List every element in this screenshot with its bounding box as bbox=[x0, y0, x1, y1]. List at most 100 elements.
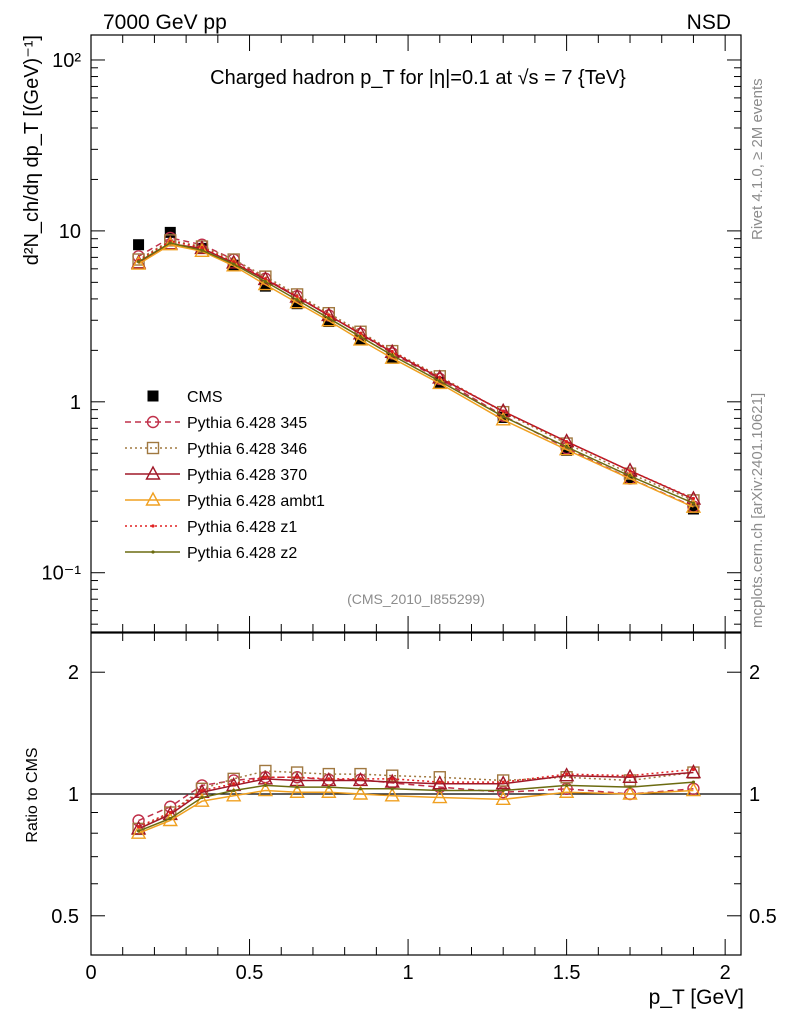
energy-label: 7000 GeV pp bbox=[103, 11, 227, 34]
ratio-data-point bbox=[130, 820, 147, 835]
ratio-data-point bbox=[390, 777, 394, 781]
main-data-point bbox=[291, 298, 303, 310]
legend-label: Pythia 6.428 345 bbox=[187, 415, 307, 432]
ratio-series-line bbox=[138, 781, 694, 832]
ratio-data-point bbox=[438, 780, 442, 784]
main-y-axis-label: d²N_ch/dη dp_T [(GeV)⁻¹] bbox=[21, 35, 43, 265]
legend-entry: Pythia 6.428 370 bbox=[125, 465, 307, 484]
main-data-point bbox=[200, 245, 204, 250]
ratio-data-point bbox=[352, 785, 369, 800]
legend-entry: Pythia 6.428 ambt1 bbox=[125, 491, 325, 510]
ratio-data-point bbox=[289, 783, 305, 798]
ratio-data-point bbox=[691, 767, 696, 772]
main-data-point bbox=[226, 257, 242, 272]
main-data-point bbox=[390, 349, 394, 354]
ratio-data-point bbox=[257, 782, 274, 797]
main-data-point bbox=[136, 260, 141, 264]
ratio-data-point bbox=[501, 780, 505, 784]
ratio-series-4 bbox=[136, 767, 696, 829]
ratio-data-point bbox=[136, 829, 141, 833]
ratio-series-line bbox=[138, 771, 694, 830]
main-data-point bbox=[327, 316, 331, 320]
ratio-series-line bbox=[138, 770, 694, 830]
ratio-data-point bbox=[168, 816, 172, 821]
main-y-tick-label: 1 bbox=[70, 392, 81, 414]
ratio-y-tick-label-right: 0.5 bbox=[749, 906, 777, 928]
process-label: NSD bbox=[687, 11, 731, 34]
ratio-y-tick-label: 2 bbox=[68, 662, 79, 684]
ratio-data-point bbox=[496, 774, 510, 787]
legend-marker bbox=[151, 524, 155, 528]
legend-label: Pythia 6.428 ambt1 bbox=[187, 493, 325, 510]
analysis-tag: (CMS_2010_I855299) bbox=[347, 591, 485, 607]
main-data-point bbox=[295, 294, 299, 298]
ratio-data-point bbox=[295, 775, 299, 779]
ratio-data-point bbox=[565, 783, 569, 788]
ratio-data-point bbox=[358, 787, 363, 791]
legend-entry: Pythia 6.428 345 bbox=[125, 415, 307, 432]
plot-title: Charged hadron p_T for |η|=0.1 at √s = 7… bbox=[210, 67, 626, 89]
main-data-point bbox=[501, 409, 505, 413]
legend-entry: CMS bbox=[147, 389, 223, 406]
main-data-point bbox=[628, 474, 632, 478]
main-series-5 bbox=[136, 239, 696, 501]
main-data-point bbox=[130, 255, 147, 270]
ratio-y-axis-label: Ratio to CMS bbox=[24, 747, 41, 842]
ratio-data-point bbox=[263, 783, 267, 788]
ratio-data-point bbox=[685, 782, 702, 797]
ratio-data-point bbox=[226, 787, 242, 802]
ratio-data-point bbox=[560, 771, 573, 784]
main-data-point bbox=[501, 414, 505, 419]
ratio-data-point bbox=[622, 785, 638, 800]
ratio-data-point bbox=[558, 783, 575, 798]
ratio-data-point bbox=[432, 789, 448, 804]
legend-marker bbox=[151, 550, 155, 554]
main-y-ticks: 10⁻¹ 1 10 10² bbox=[42, 50, 741, 625]
ratio-series-3 bbox=[130, 782, 702, 839]
main-data-point bbox=[438, 375, 442, 379]
ratio-series-5 bbox=[136, 780, 696, 833]
main-data-point bbox=[565, 440, 569, 444]
main-data-point bbox=[390, 353, 394, 357]
legend-marker bbox=[145, 465, 161, 480]
ratio-data-point bbox=[628, 785, 632, 789]
ratio-series-1 bbox=[132, 764, 700, 836]
main-data-point bbox=[685, 498, 702, 513]
main-data-point bbox=[628, 469, 632, 473]
legend-label: CMS bbox=[187, 389, 223, 406]
main-data-point bbox=[691, 496, 696, 501]
ratio-y-tick-label-right: 2 bbox=[749, 662, 760, 684]
x-tick-label: 1 bbox=[403, 962, 414, 984]
rivet-version-label: Rivet 4.1.0, ≥ 2M events bbox=[749, 78, 766, 240]
ratio-data-point bbox=[691, 780, 696, 784]
ratio-y-ticks: 0.5 0.5 1 1 2 2 bbox=[51, 662, 777, 956]
mcplots-label: mcplots.cern.ch [arXiv:2401.10621] bbox=[749, 393, 766, 628]
legend-entry: Pythia 6.428 346 bbox=[125, 441, 307, 458]
legend-label: Pythia 6.428 346 bbox=[187, 441, 307, 458]
main-data-point bbox=[168, 241, 172, 245]
x-tick-label: 1.5 bbox=[553, 962, 581, 984]
main-series-group bbox=[130, 226, 702, 515]
legend-marker bbox=[145, 491, 161, 506]
x-tick-label: 0 bbox=[85, 962, 96, 984]
ratio-y-tick-label: 1 bbox=[68, 784, 79, 806]
ratio-data-point bbox=[438, 788, 442, 793]
main-y-tick-label: 10² bbox=[52, 50, 81, 72]
ratio-data-point bbox=[200, 788, 204, 793]
legend-marker bbox=[147, 390, 159, 402]
ratio-data-point bbox=[390, 787, 394, 791]
ratio-data-point bbox=[565, 772, 569, 776]
main-data-point bbox=[232, 260, 236, 264]
ratio-series-line bbox=[138, 789, 694, 834]
main-data-point bbox=[200, 248, 204, 252]
legend-entry: Pythia 6.428 z1 bbox=[125, 519, 297, 536]
ratio-data-point bbox=[168, 810, 172, 815]
main-data-point bbox=[263, 280, 267, 284]
main-data-point bbox=[438, 379, 442, 383]
ratio-data-point bbox=[321, 783, 337, 798]
main-y-tick-label: 10 bbox=[59, 221, 81, 243]
ratio-data-point bbox=[200, 795, 204, 800]
main-data-point bbox=[358, 331, 363, 335]
main-y-tick-label: 10⁻¹ bbox=[42, 563, 82, 585]
ratio-data-point bbox=[386, 769, 399, 782]
